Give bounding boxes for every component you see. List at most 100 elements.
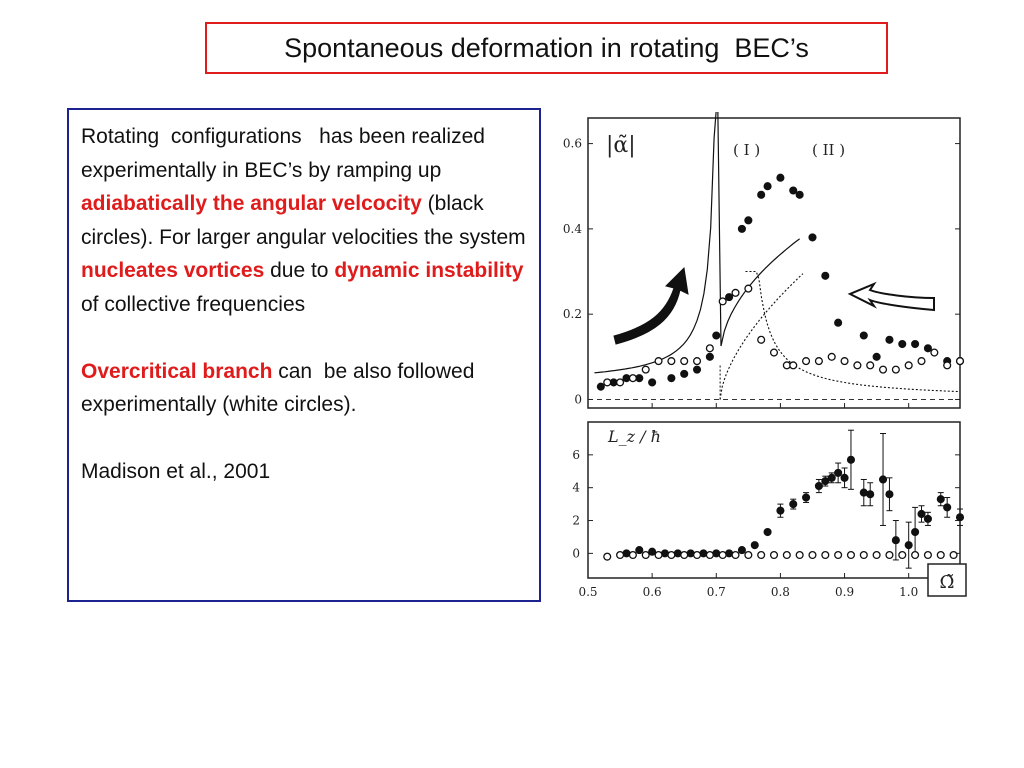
- para1-text1: Rotating configurations has been realize…: [81, 125, 491, 182]
- bottom-point-filled: [699, 549, 708, 558]
- top-point-open: [744, 284, 753, 293]
- top-point-filled: [712, 331, 721, 340]
- top-point-open: [814, 357, 823, 366]
- theory-curve-solid: [594, 112, 801, 374]
- bottom-point-filled: [648, 547, 657, 556]
- bottom-point-open: [667, 550, 676, 560]
- bottom-point-filled: [827, 473, 836, 482]
- bottom-xtick-label: 0.8: [771, 585, 790, 599]
- bottom-xtick-label: 0.5: [578, 585, 597, 599]
- bottom-plot-frame: [587, 421, 961, 579]
- bottom-point-filled: [859, 488, 868, 497]
- bottom-xtick-label: 0.7: [707, 585, 726, 599]
- bottom-point-open: [718, 550, 727, 560]
- bottom-point-open: [936, 550, 945, 560]
- bottom-point-filled: [802, 493, 811, 502]
- text-panel: Rotating configurations has been realize…: [67, 108, 541, 602]
- top-point-open: [930, 348, 939, 357]
- top-ytick-label: 0.4: [563, 222, 582, 236]
- top-point-filled: [834, 318, 843, 327]
- top-point-open: [680, 357, 689, 366]
- top-point-filled: [898, 339, 907, 349]
- bottom-xtick-label: 0.9: [835, 585, 854, 599]
- citation: Madison et al., 2001: [81, 460, 271, 483]
- top-point-filled: [680, 369, 689, 378]
- bottom-point-open: [808, 550, 817, 560]
- bottom-point-open: [692, 550, 702, 560]
- para1-highlight-instability: dynamic instability: [334, 259, 524, 282]
- top-point-open: [878, 365, 888, 374]
- top-point-open: [731, 288, 740, 297]
- bottom-point-filled: [891, 536, 900, 545]
- top-point-open: [840, 357, 849, 366]
- bottom-point-filled: [911, 527, 920, 537]
- para2-highlight-branch: Overcritical branch: [81, 359, 273, 383]
- bottom-point-open: [757, 550, 766, 560]
- region-label-one: ( I ): [733, 141, 760, 159]
- top-point-filled: [705, 352, 714, 361]
- top-ytick-label: 0: [574, 392, 582, 406]
- top-point-open: [718, 297, 727, 306]
- top-point-open: [705, 344, 714, 353]
- figure-svg: 0 0.2 0.4 0.6 0 2 4 6 0.5 0.6 0.7 0.8 0.9 1.0 |α̃| (…: [563, 112, 967, 599]
- top-point-open: [692, 357, 702, 366]
- top-point-open: [802, 357, 811, 366]
- top-plot-layer: 0 0.2 0.4 0.6: [563, 112, 965, 406]
- bottom-point-open: [731, 550, 740, 560]
- bottom-point-open: [654, 550, 663, 560]
- bottom-point-filled: [750, 541, 759, 550]
- bottom-point-open: [885, 550, 894, 560]
- top-point-filled: [763, 182, 772, 191]
- bottom-xlabel: Ω̃: [940, 572, 955, 593]
- top-point-filled: [776, 173, 785, 182]
- top-point-open: [866, 361, 875, 370]
- para1-text2: (black circles). For larger angular velo…: [81, 192, 532, 249]
- bottom-point-filled: [917, 509, 926, 519]
- bottom-point-open: [744, 550, 753, 560]
- top-point-open: [827, 352, 836, 361]
- bottom-xtick-label: 1.0: [899, 585, 918, 599]
- top-point-filled: [757, 190, 766, 199]
- xlabel-box: [927, 563, 967, 597]
- top-point-filled: [795, 190, 804, 199]
- bottom-point-filled: [840, 473, 849, 482]
- bottom-point-open: [680, 550, 689, 560]
- bottom-point-open: [949, 550, 958, 560]
- top-ylabel: |α̃|: [606, 133, 636, 158]
- top-point-filled: [911, 339, 920, 349]
- top-point-filled: [885, 335, 894, 344]
- bottom-point-filled: [904, 541, 913, 550]
- top-point-open: [853, 361, 862, 370]
- bottom-point-filled: [725, 549, 734, 558]
- left-hollow-arrow-icon: [847, 281, 935, 312]
- bottom-ytick-label: 4: [572, 481, 580, 495]
- top-point-open: [641, 365, 650, 374]
- bottom-point-filled: [943, 503, 952, 512]
- paragraph-description: Rotating configurations has been realize…: [81, 120, 529, 321]
- top-point-filled: [789, 186, 798, 195]
- bottom-point-open: [616, 550, 625, 560]
- top-point-open: [654, 357, 663, 366]
- para2-text: can be also followed experimentally (whi…: [81, 359, 481, 417]
- bottom-point-open: [705, 550, 714, 560]
- figure-panel: 0 0.2 0.4 0.6 0 2 4 6 0.5 0.6 0.7 0.8 0.9 1.0 |α̃| (…: [550, 112, 970, 608]
- bottom-ytick-label: 6: [572, 448, 580, 462]
- bottom-point-filled: [955, 513, 965, 522]
- top-point-open: [917, 357, 926, 366]
- bottom-point-open: [821, 550, 830, 560]
- para1-highlight-vortices: nucleates vortices: [81, 259, 265, 282]
- top-point-open: [904, 361, 913, 370]
- para1-highlight-adiabatic: adiabatically the angular velcocity: [81, 192, 422, 215]
- top-point-open: [757, 335, 766, 344]
- top-point-open: [943, 361, 952, 370]
- top-point-open: [789, 361, 798, 370]
- bottom-point-open: [859, 550, 868, 560]
- bottom-point-filled: [814, 481, 823, 491]
- bottom-point-filled: [763, 527, 772, 537]
- top-point-filled: [923, 344, 932, 353]
- bottom-point-open: [898, 550, 907, 560]
- bottom-point-filled: [737, 546, 746, 555]
- bottom-point-filled: [660, 549, 670, 558]
- bottom-xtick-label: 0.6: [643, 585, 662, 599]
- top-point-open: [667, 357, 676, 366]
